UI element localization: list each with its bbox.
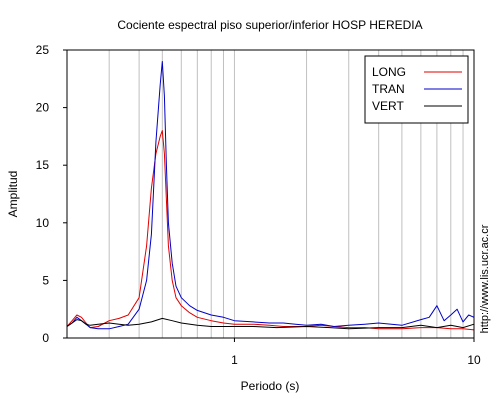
watermark-url: http://www.lis.ucr.ac.cr <box>479 224 491 333</box>
legend-label-vert: VERT <box>372 99 404 113</box>
chart-title: Cociente espectral piso superior/inferio… <box>117 18 422 32</box>
series-line-long <box>67 131 474 330</box>
x-axis-label: Periodo (s) <box>241 379 300 393</box>
y-tick-label: 15 <box>36 158 50 172</box>
y-tick-label: 20 <box>36 101 50 115</box>
y-tick-label: 0 <box>42 331 49 345</box>
x-axis-ticks: 1 10 <box>231 338 481 367</box>
x-tick-label: 10 <box>467 353 481 367</box>
legend-label-tran: TRAN <box>372 82 405 96</box>
legend-label-long: LONG <box>372 65 406 79</box>
y-tick-label: 10 <box>36 216 50 230</box>
y-axis-ticks: 0 5 10 15 20 25 <box>36 43 67 345</box>
y-axis-label: Amplitud <box>6 171 20 218</box>
y-tick-label: 25 <box>36 43 50 57</box>
legend: LONG TRAN VERT <box>365 56 468 123</box>
y-tick-label: 5 <box>42 273 49 287</box>
x-tick-label: 1 <box>231 353 238 367</box>
